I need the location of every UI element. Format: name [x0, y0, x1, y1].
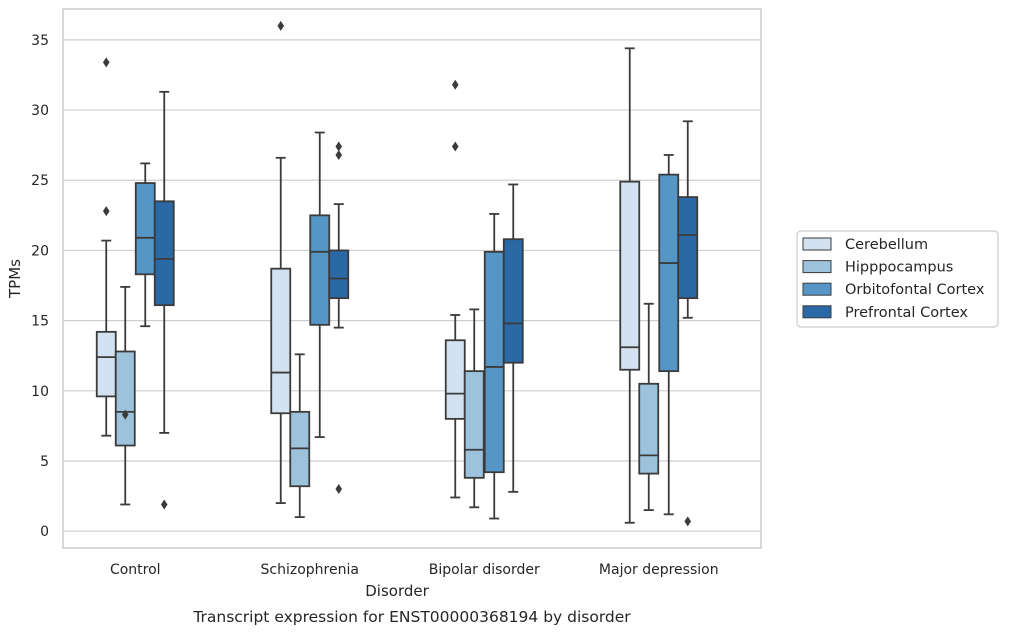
- legend-label: Cerebellum: [845, 237, 928, 253]
- outlier-point: [102, 206, 110, 217]
- boxes-layer: [95, 20, 699, 527]
- legend-swatch: [802, 237, 832, 251]
- x-tick-label: Bipolar disorder: [429, 562, 540, 578]
- box-orbitofontal-cortex: [134, 162, 156, 328]
- outlier-point: [684, 516, 692, 527]
- box-hipppocampus: [114, 286, 136, 506]
- y-tick-label: 10: [31, 384, 49, 400]
- box-iqr: [638, 382, 660, 475]
- box-iqr: [270, 267, 292, 415]
- legend-label: Orbitofontal Cortex: [845, 282, 985, 298]
- box-iqr: [502, 238, 524, 364]
- box-hipppocampus: [638, 302, 660, 512]
- box-iqr: [95, 330, 117, 398]
- box-cerebellum: [270, 20, 292, 504]
- box-iqr: [153, 200, 175, 307]
- y-tick-label: 5: [40, 454, 49, 470]
- box-cerebellum: [619, 47, 641, 524]
- box-prefrontal-cortex: [502, 183, 524, 493]
- box-iqr: [444, 339, 466, 420]
- x-tick-label: Schizophrenia: [261, 562, 359, 578]
- box-prefrontal-cortex: [677, 120, 699, 527]
- figure-caption: Transcript expression for ENST0000036819…: [192, 608, 631, 626]
- box-prefrontal-cortex: [153, 90, 175, 510]
- box-iqr: [483, 250, 505, 474]
- x-axis-ticks: Control Schizophrenia Bipolar disorder Majo…: [110, 562, 719, 578]
- box-iqr: [463, 370, 485, 479]
- y-axis-title: TPMs: [6, 259, 24, 299]
- grid-layer: [63, 39, 761, 532]
- box-orbitofontal-cortex: [309, 131, 331, 439]
- box-iqr: [309, 214, 331, 326]
- legend-swatch: [802, 305, 832, 319]
- outlier-point: [102, 57, 110, 68]
- y-tick-label: 25: [31, 173, 49, 189]
- outlier-point: [335, 141, 343, 152]
- outlier-point: [335, 149, 343, 160]
- box-iqr: [619, 180, 641, 371]
- y-axis-ticks: 0 5 10 15 20 25 30 35: [31, 33, 49, 540]
- x-tick-label: Major depression: [599, 562, 719, 578]
- outlier-point: [160, 499, 168, 510]
- legend-swatch: [802, 260, 832, 274]
- legend-label: Hipppocampus: [845, 260, 953, 276]
- y-tick-label: 35: [31, 33, 49, 49]
- box-cerebellum: [95, 57, 117, 437]
- box-hipppocampus: [463, 308, 485, 509]
- box-iqr: [114, 350, 136, 447]
- box-iqr: [677, 196, 699, 300]
- x-tick-label: Control: [110, 562, 161, 578]
- plot-frame: [62, 8, 762, 549]
- box-iqr: [658, 173, 680, 373]
- legend: Cerebellum Hipppocampus Orbitofontal Corte…: [796, 230, 999, 328]
- y-tick-label: 20: [31, 243, 49, 259]
- x-axis-title: Disorder: [365, 582, 429, 600]
- box-hipppocampus: [289, 353, 311, 519]
- outlier-point: [277, 20, 285, 31]
- legend-swatch: [802, 282, 832, 296]
- outlier-point: [451, 79, 459, 90]
- y-tick-label: 30: [31, 103, 49, 119]
- box-iqr: [134, 182, 156, 276]
- legend-frame: [796, 230, 999, 328]
- box-prefrontal-cortex: [328, 141, 350, 495]
- legend-label: Prefrontal Cortex: [845, 305, 968, 321]
- box-cerebellum: [444, 79, 466, 499]
- y-tick-label: 15: [31, 314, 49, 330]
- outlier-point: [121, 409, 129, 420]
- y-tick-label: 0: [40, 524, 49, 540]
- box-orbitofontal-cortex: [483, 213, 505, 520]
- box-iqr: [328, 249, 350, 300]
- outlier-point: [335, 484, 343, 495]
- outlier-point: [451, 141, 459, 152]
